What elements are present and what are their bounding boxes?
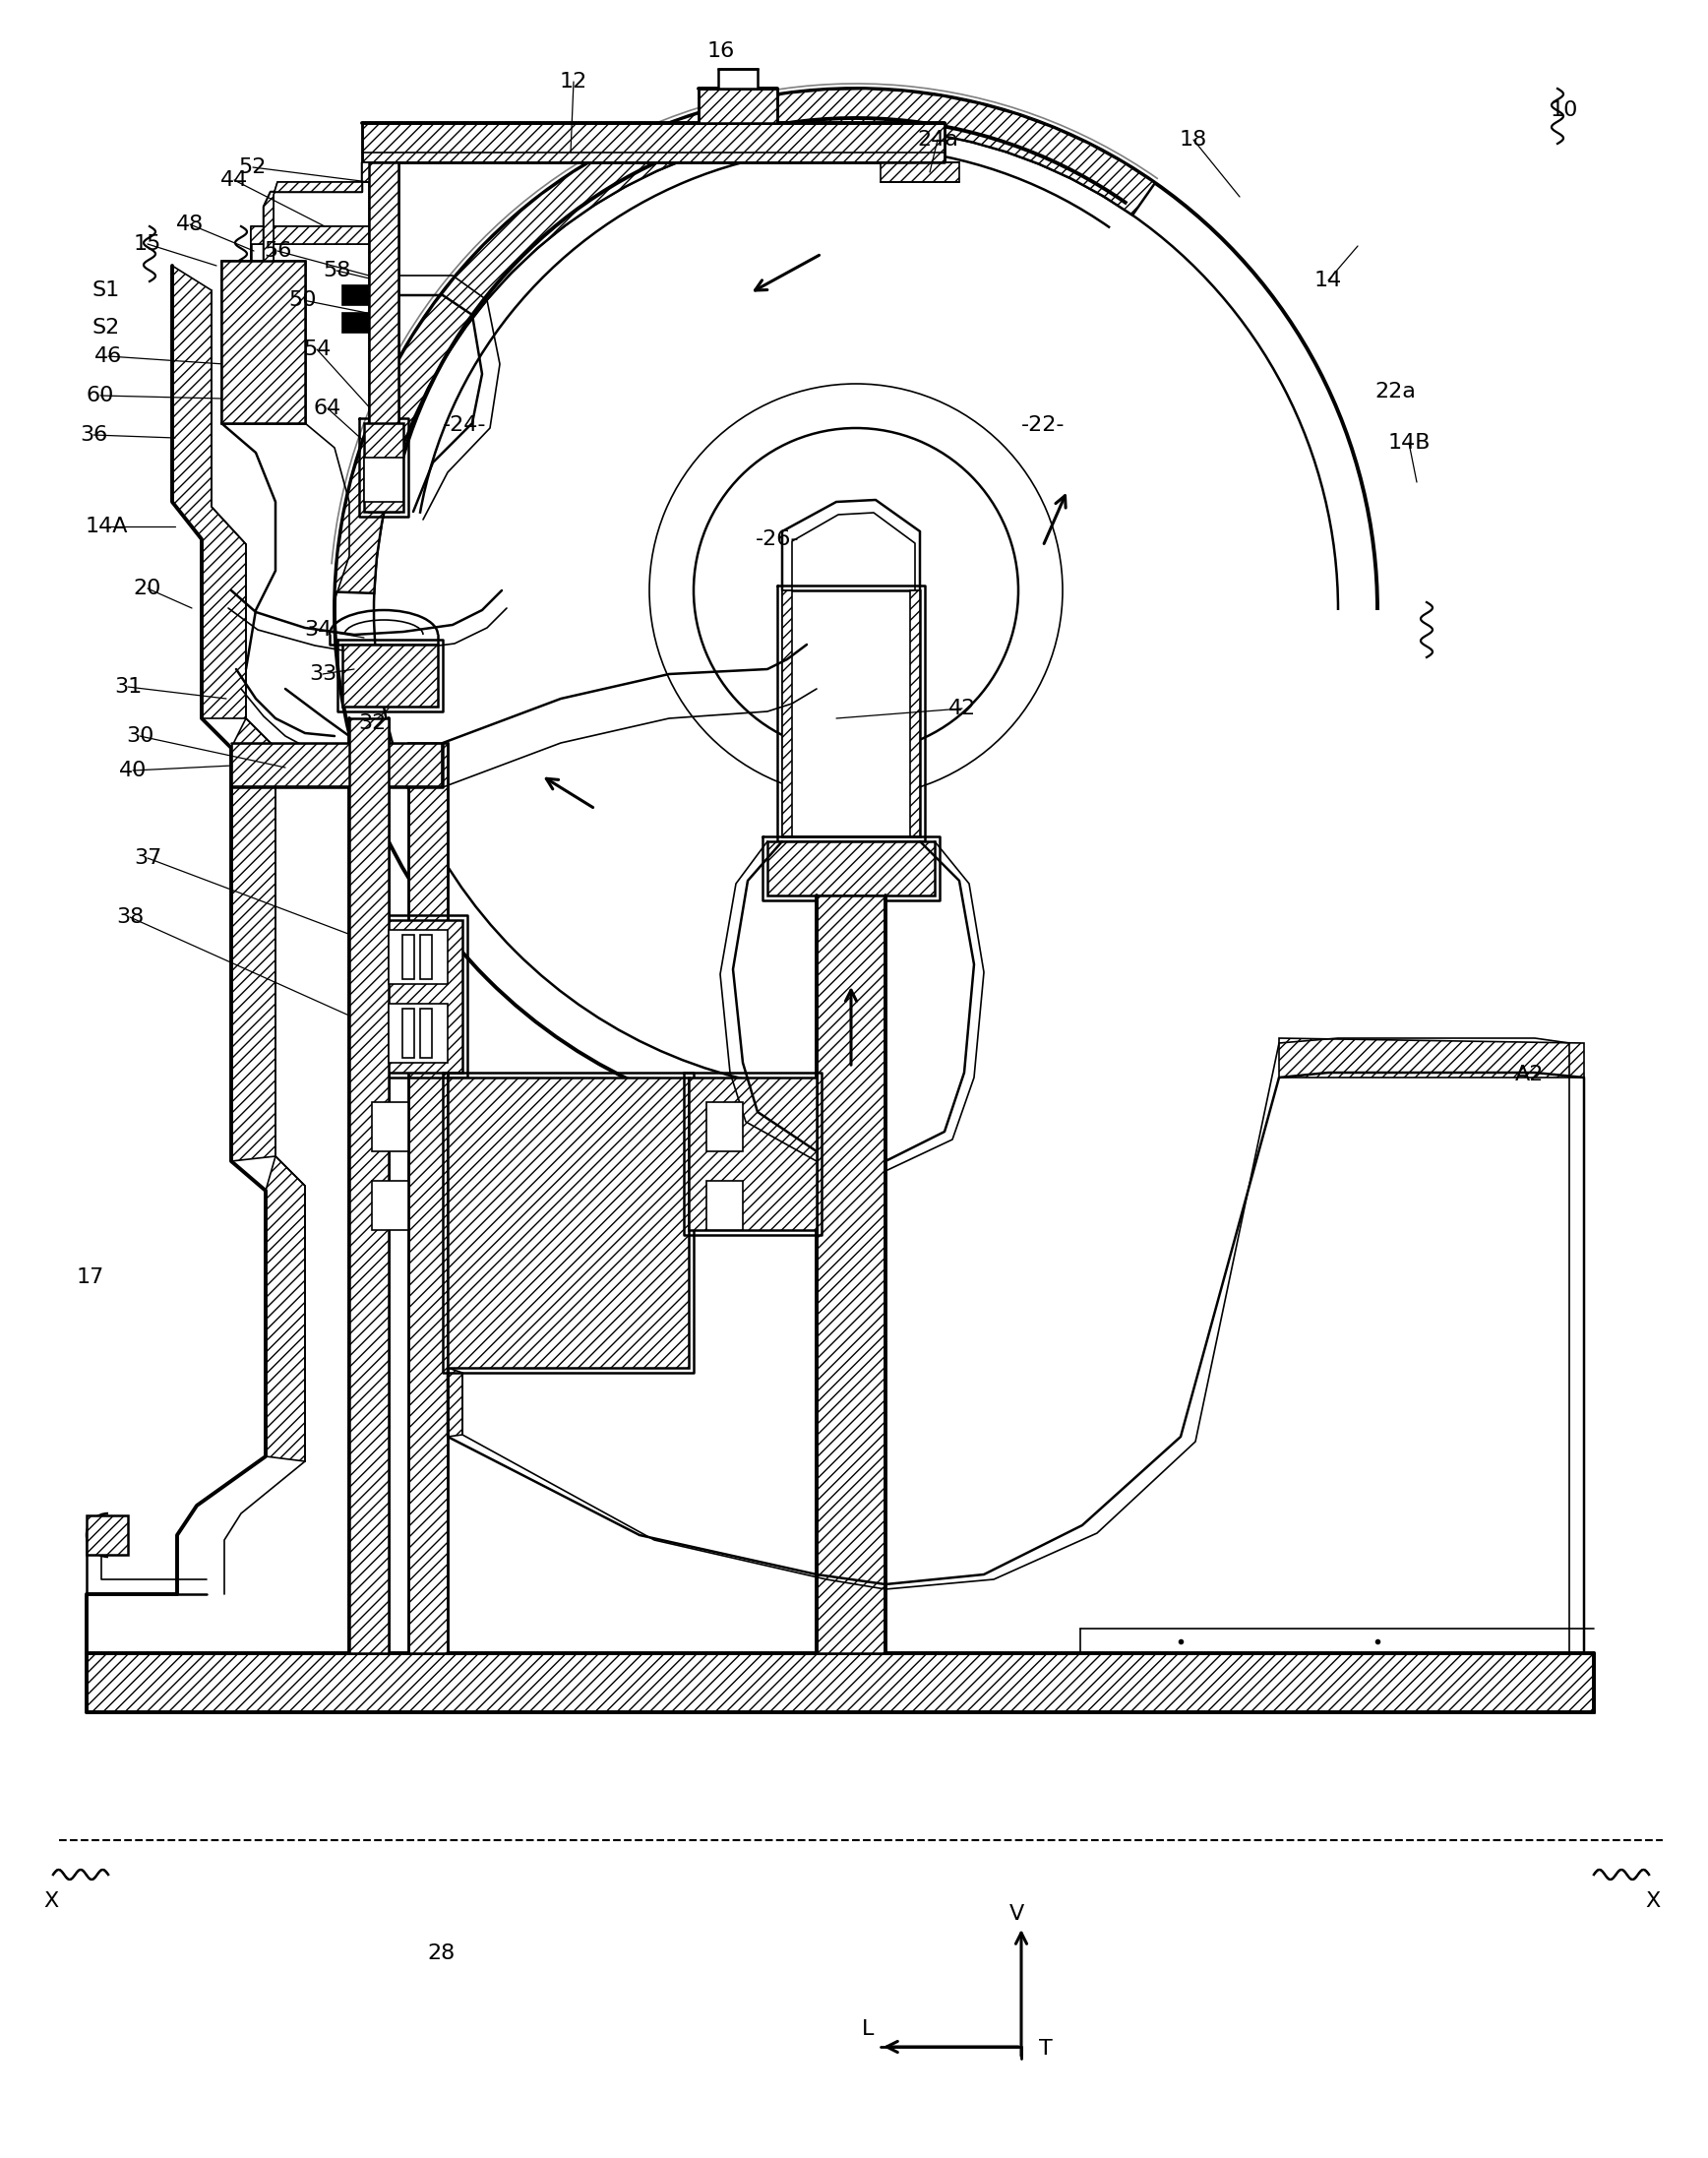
Text: 10: 10 bbox=[1551, 101, 1578, 121]
Text: 52: 52 bbox=[239, 158, 266, 177]
Polygon shape bbox=[87, 1653, 1594, 1711]
Polygon shape bbox=[87, 1515, 128, 1554]
Polygon shape bbox=[251, 162, 384, 244]
Text: 14: 14 bbox=[1315, 270, 1342, 291]
Text: 32: 32 bbox=[359, 714, 386, 734]
Polygon shape bbox=[369, 162, 398, 511]
Text: 14B: 14B bbox=[1387, 434, 1430, 453]
Polygon shape bbox=[881, 162, 960, 181]
Text: 31: 31 bbox=[114, 678, 142, 697]
Polygon shape bbox=[348, 719, 389, 1653]
Polygon shape bbox=[362, 123, 945, 162]
Polygon shape bbox=[372, 1180, 408, 1230]
Polygon shape bbox=[447, 1077, 688, 1368]
Text: 48: 48 bbox=[176, 214, 203, 235]
Polygon shape bbox=[707, 1180, 743, 1230]
Polygon shape bbox=[263, 162, 374, 263]
Polygon shape bbox=[447, 1368, 463, 1437]
Polygon shape bbox=[420, 1008, 432, 1057]
Polygon shape bbox=[372, 1103, 408, 1152]
Text: 34: 34 bbox=[304, 619, 331, 639]
Polygon shape bbox=[389, 930, 447, 984]
Text: 17: 17 bbox=[77, 1267, 104, 1286]
Text: 40: 40 bbox=[120, 760, 147, 781]
Text: 38: 38 bbox=[116, 906, 143, 928]
Polygon shape bbox=[816, 896, 885, 1653]
Polygon shape bbox=[335, 88, 1155, 593]
Text: 16: 16 bbox=[707, 41, 734, 60]
Polygon shape bbox=[374, 919, 463, 1073]
Text: 46: 46 bbox=[94, 347, 123, 367]
Text: 58: 58 bbox=[323, 261, 350, 281]
Polygon shape bbox=[232, 745, 442, 786]
Polygon shape bbox=[420, 934, 432, 980]
Polygon shape bbox=[389, 1003, 447, 1062]
Text: 22a: 22a bbox=[1375, 382, 1416, 401]
Polygon shape bbox=[222, 261, 306, 423]
Text: 37: 37 bbox=[133, 848, 162, 868]
Text: 50: 50 bbox=[289, 291, 318, 311]
Text: 18: 18 bbox=[1180, 129, 1208, 149]
Text: X: X bbox=[44, 1890, 58, 1912]
Polygon shape bbox=[403, 1008, 415, 1057]
Text: 15: 15 bbox=[133, 235, 162, 255]
Text: S2: S2 bbox=[92, 317, 120, 337]
Polygon shape bbox=[364, 457, 403, 503]
Text: 54: 54 bbox=[302, 339, 331, 358]
Text: 56: 56 bbox=[263, 242, 292, 261]
Polygon shape bbox=[707, 1103, 743, 1152]
Text: 44: 44 bbox=[220, 170, 248, 190]
Text: S1: S1 bbox=[92, 281, 120, 300]
Text: -22-: -22- bbox=[1021, 414, 1064, 436]
Polygon shape bbox=[266, 1157, 306, 1461]
Polygon shape bbox=[910, 591, 921, 837]
Polygon shape bbox=[1279, 1038, 1583, 1077]
Text: V: V bbox=[1009, 1903, 1023, 1923]
Text: 36: 36 bbox=[80, 425, 108, 445]
Polygon shape bbox=[342, 285, 369, 304]
Polygon shape bbox=[782, 591, 921, 837]
Polygon shape bbox=[173, 265, 246, 719]
Text: 30: 30 bbox=[126, 727, 154, 747]
Polygon shape bbox=[719, 69, 758, 88]
Text: 24a: 24a bbox=[917, 129, 958, 149]
Text: A2: A2 bbox=[1515, 1064, 1544, 1085]
Text: -24-: -24- bbox=[442, 414, 487, 436]
Text: 42: 42 bbox=[948, 699, 977, 719]
Text: 64: 64 bbox=[314, 399, 342, 419]
Text: 12: 12 bbox=[560, 71, 588, 91]
Text: T: T bbox=[1038, 2039, 1052, 2059]
Text: 20: 20 bbox=[133, 578, 162, 598]
Polygon shape bbox=[782, 591, 793, 837]
Polygon shape bbox=[231, 719, 275, 1161]
Text: 14A: 14A bbox=[85, 516, 128, 537]
Text: X: X bbox=[1645, 1890, 1660, 1912]
Polygon shape bbox=[342, 645, 437, 706]
Polygon shape bbox=[403, 934, 415, 980]
Text: L: L bbox=[863, 2020, 874, 2039]
Polygon shape bbox=[342, 313, 369, 332]
Text: 28: 28 bbox=[427, 1944, 454, 1964]
Text: 33: 33 bbox=[309, 665, 336, 684]
Polygon shape bbox=[699, 88, 777, 123]
Polygon shape bbox=[408, 742, 447, 1653]
Text: -26-: -26- bbox=[755, 529, 799, 548]
Polygon shape bbox=[688, 1077, 816, 1230]
Polygon shape bbox=[767, 842, 934, 896]
Polygon shape bbox=[364, 423, 403, 511]
Text: 60: 60 bbox=[87, 386, 114, 406]
